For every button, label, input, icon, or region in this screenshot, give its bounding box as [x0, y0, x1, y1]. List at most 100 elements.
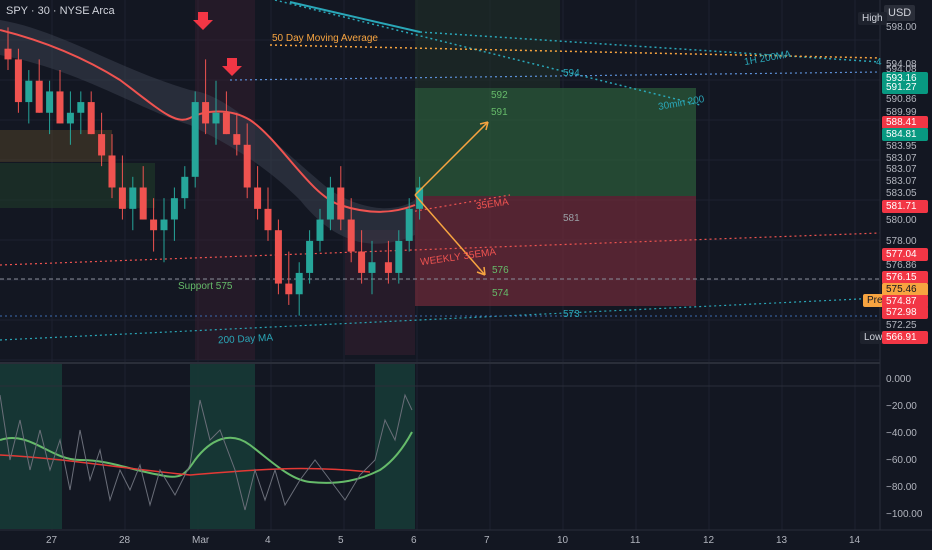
pre-market-tag: Pre: [863, 294, 887, 307]
candle-body: [274, 230, 282, 284]
zone-upper: [415, 0, 560, 88]
time-axis-label: Mar: [192, 535, 210, 546]
candle-body: [150, 219, 158, 231]
price-axis-label: 583.05: [886, 187, 917, 199]
weekly-ema-line: [0, 232, 881, 266]
candle-body: [170, 198, 178, 220]
price-axis-label: 580.00: [886, 214, 917, 226]
price-axis-label: 588.41: [882, 116, 928, 130]
candle-body: [66, 112, 74, 124]
candle-body: [160, 219, 168, 231]
currency-button[interactable]: USD: [884, 5, 916, 21]
trendline-1h200: [419, 31, 881, 63]
osc-band: [375, 363, 415, 529]
osc-signal-line: [0, 431, 413, 484]
price-axis-label: 590.86: [886, 93, 917, 105]
price-axis-label: 581.71: [882, 199, 928, 213]
price-axis-label: 572.98: [882, 306, 928, 320]
annotation-573: 573: [563, 309, 580, 320]
time-axis-label: 6: [411, 535, 417, 546]
candle-body: [108, 155, 116, 188]
candle-body: [139, 187, 147, 220]
price-axis-label: 572.25: [886, 320, 917, 332]
osc-axis-label: −80.00: [886, 482, 917, 493]
time-axis-label: 10: [557, 535, 569, 546]
candle-body: [337, 187, 345, 220]
annotation-574: 574: [492, 288, 509, 299]
candle-body: [222, 112, 230, 135]
price-axis-label: 583.07: [886, 152, 917, 164]
price-axis-label: 576.15: [882, 271, 928, 285]
candle-body: [264, 208, 272, 231]
symbol-title: SPY · 30 · NYSE Arca: [6, 5, 115, 17]
annotation-594: 594: [563, 68, 580, 79]
candle-body: [25, 80, 33, 103]
candle-body: [46, 91, 54, 113]
time-axis-label: 11: [630, 535, 641, 546]
zone-pink2: [345, 230, 415, 355]
zone-demand: [0, 163, 155, 208]
price-axis-label: 583.95: [886, 140, 917, 152]
candle-body: [395, 240, 403, 273]
annotation-support: Support 575: [178, 281, 233, 292]
price-axis-label: 591.27: [882, 81, 928, 95]
candle-body: [254, 187, 262, 209]
candle-body: [295, 272, 303, 295]
candle-body: [14, 59, 22, 103]
candle-body: [77, 102, 85, 113]
osc-axis-label: −40.00: [886, 428, 917, 439]
candle-body: [35, 80, 43, 113]
price-axis-label: 566.91: [882, 330, 928, 344]
target-zone: [415, 88, 696, 196]
candle-body: [243, 144, 251, 188]
level-594: [229, 71, 881, 81]
price-axis-label: 583.07: [886, 164, 917, 176]
high-tag: High: [858, 12, 887, 25]
price-axis-label: 598.00: [886, 22, 917, 34]
down-arrow-marker: [193, 12, 213, 30]
time-axis-label: 27: [46, 535, 58, 546]
candle-body: [416, 187, 424, 209]
time-axis-label: 13: [776, 535, 788, 546]
osc-axis-label: 0.000: [886, 374, 912, 385]
annotation-edge-4: 4: [876, 57, 882, 68]
candle-body: [56, 91, 64, 124]
candle-body: [87, 102, 95, 135]
osc-axis-label: −100.00: [886, 509, 923, 520]
trendline-upper: [289, 1, 421, 33]
time-axis-label: 12: [703, 535, 715, 546]
osc-average-line: [0, 454, 371, 476]
price-axis-label: 594.08: [886, 63, 917, 75]
candle-body: [212, 112, 220, 124]
price-axis-label: 576.86: [886, 260, 917, 272]
candle-body: [202, 102, 210, 124]
arrow-up-head: [479, 121, 489, 131]
osc-raw-line: [0, 393, 413, 511]
arrow-down-head: [476, 266, 486, 276]
candle-body: [129, 187, 137, 209]
candle-body: [98, 134, 106, 156]
price-axis-label: 575.46: [882, 282, 928, 296]
time-axis-label: 14: [849, 535, 861, 546]
osc-axis-label: −60.00: [886, 455, 917, 466]
ma200-day-line: [0, 297, 881, 341]
arrow-down: [414, 194, 486, 276]
candle-body: [118, 187, 126, 209]
time-axis-label: 4: [265, 535, 271, 546]
osc-band: [190, 363, 255, 529]
price-axis-label: 574.87: [882, 294, 928, 308]
ma50-line: [269, 44, 881, 59]
time-axis-label: 7: [484, 535, 490, 546]
candle-body: [306, 240, 314, 273]
candle-body: [347, 219, 355, 252]
zone-supply: [0, 130, 112, 162]
arrow-up: [414, 121, 489, 196]
price-axis-label: 577.04: [882, 247, 928, 261]
candle-body: [4, 48, 12, 60]
price-axis-label: 578.00: [886, 235, 917, 247]
price-axis-label: 589.99: [886, 106, 917, 118]
candle-body: [316, 219, 324, 241]
candle-body: [358, 251, 366, 273]
osc-axis-label: −20.00: [886, 401, 917, 412]
